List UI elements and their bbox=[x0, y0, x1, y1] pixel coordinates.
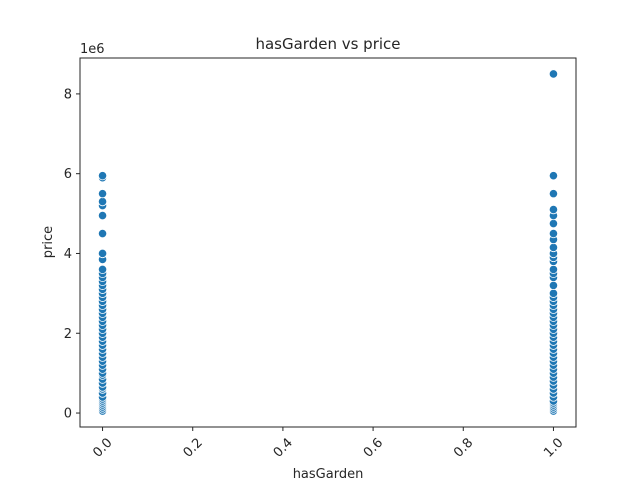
data-point bbox=[548, 171, 559, 181]
data-points bbox=[97, 69, 559, 416]
x-tick-label: 1.0 bbox=[541, 435, 566, 460]
data-point bbox=[548, 264, 559, 275]
data-point bbox=[97, 189, 108, 199]
data-point bbox=[548, 69, 559, 79]
x-tick-label: 0.0 bbox=[90, 435, 115, 460]
data-point bbox=[548, 218, 559, 229]
y-tick-label: 4 bbox=[64, 247, 72, 262]
y-axis-ticks: 0 2 4 6 8 bbox=[64, 87, 80, 422]
data-point bbox=[548, 288, 559, 298]
data-point bbox=[97, 197, 108, 207]
x-axis-title: hasGarden bbox=[293, 467, 364, 480]
data-point bbox=[97, 210, 108, 221]
data-point bbox=[97, 171, 108, 181]
x-tick-label: 0.4 bbox=[271, 435, 296, 460]
y-axis-title: price bbox=[41, 226, 56, 258]
x-tick-label: 0.8 bbox=[451, 435, 476, 460]
plot-frame bbox=[79, 57, 577, 428]
data-point bbox=[548, 189, 559, 199]
y-tick-label: 6 bbox=[64, 167, 72, 182]
x-axis-ticks: 0.0 0.2 0.4 0.6 0.8 1.0 bbox=[90, 427, 567, 461]
data-point bbox=[97, 228, 108, 239]
y-tick-label: 2 bbox=[64, 327, 72, 342]
data-point bbox=[548, 228, 559, 239]
chart-title: hasGarden vs price bbox=[255, 35, 400, 53]
data-point bbox=[548, 204, 559, 215]
y-tick-label: 0 bbox=[64, 407, 72, 422]
y-offset-label: 1e6 bbox=[80, 42, 105, 57]
data-point bbox=[548, 280, 559, 290]
data-point bbox=[97, 248, 108, 259]
x-tick-label: 0.6 bbox=[361, 435, 386, 460]
x-tick-label: 0.2 bbox=[181, 435, 206, 460]
y-tick-label: 8 bbox=[64, 87, 72, 102]
data-point bbox=[97, 264, 108, 275]
data-point bbox=[548, 242, 559, 253]
